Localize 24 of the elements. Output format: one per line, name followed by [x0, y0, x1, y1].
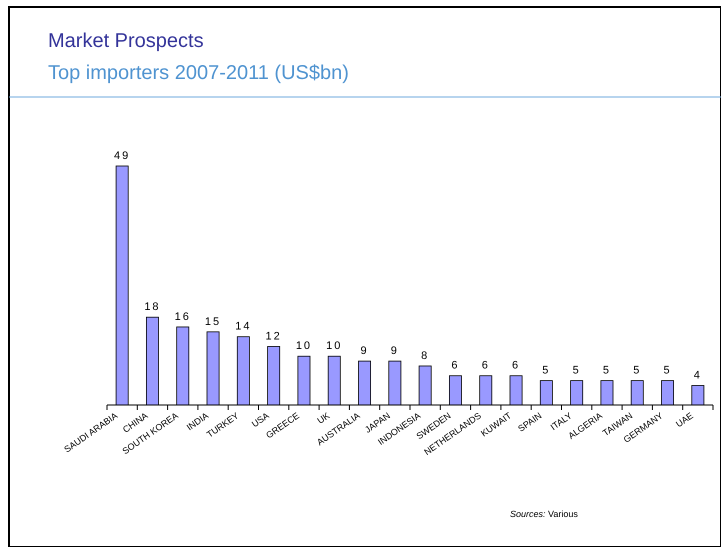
chart-subtitle: Top importers 2007-2011 (US$bn)	[48, 62, 349, 84]
data-label: 15	[204, 316, 222, 328]
data-label: 16	[174, 310, 191, 323]
data-label: 6	[451, 360, 460, 372]
data-label: 9	[390, 345, 399, 358]
data-label: 5	[572, 364, 581, 377]
data-label: 5	[602, 364, 612, 377]
data-label: 10	[326, 340, 342, 352]
data-label: 49	[114, 150, 130, 162]
data-label: 9	[360, 345, 369, 358]
x-tick-label: UAE	[674, 410, 695, 430]
source-note: Sources: Various	[510, 509, 578, 519]
data-label: 6	[512, 360, 520, 372]
data-label: 10	[296, 340, 312, 352]
chart-title: Market Prospects	[48, 30, 204, 52]
data-label: 12	[266, 330, 282, 342]
data-label: 4	[694, 369, 702, 382]
data-label: 18	[144, 301, 161, 314]
data-label: 5	[542, 364, 550, 377]
data-label: 5	[633, 364, 642, 377]
data-label: 5	[663, 364, 672, 377]
data-label: 8	[421, 350, 430, 362]
data-label: 6	[482, 360, 490, 372]
data-label: 14	[235, 320, 252, 333]
